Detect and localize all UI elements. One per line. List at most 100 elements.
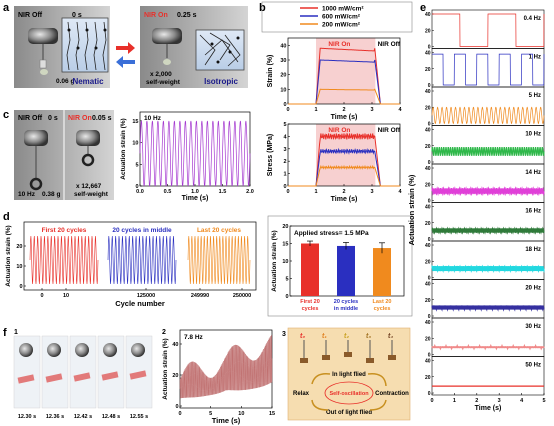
y-tick-label: 20 <box>280 73 286 79</box>
panel-a-right-mass-1: x 2,000 <box>150 71 172 78</box>
x-tick-label: 2 <box>342 107 345 113</box>
cycle-arrow-icon <box>311 399 329 411</box>
x-tick-label: 2 <box>342 189 345 195</box>
series-line <box>432 53 545 86</box>
y-tick-label: 1 <box>283 172 286 178</box>
y-tick-label: 40 <box>425 128 431 134</box>
y-tick-label: 20 <box>425 259 431 265</box>
x-tick-label: 2.0 <box>246 189 254 195</box>
panel-a-left-state: NIR Off <box>18 12 43 19</box>
group-title: 20 cycles in middle <box>112 227 172 234</box>
series-line <box>187 235 251 285</box>
nematic-schematic <box>61 17 109 73</box>
y-tick-label: 40 <box>425 243 431 249</box>
frequency-label: 20 Hz <box>525 286 541 292</box>
y-tick-label: 10 <box>280 87 286 93</box>
frequency-label: 30 Hz <box>525 324 541 330</box>
x-tick-label: 15 <box>269 411 275 417</box>
schematic-in-light: In light flied <box>332 372 366 378</box>
panel-a-right-time: 0.25 s <box>177 12 197 19</box>
isotropic-schematic <box>195 29 245 71</box>
y-tick-label: 0 <box>285 294 288 300</box>
frequency-label: 16 Hz <box>525 209 541 215</box>
y-tick-label: 0 <box>428 276 431 282</box>
y-tick-label: 0 <box>19 284 22 290</box>
y-tick-label: 5 <box>283 122 286 128</box>
frequency-label: 5 Hz <box>529 93 541 99</box>
weight-icon <box>366 358 374 363</box>
x-axis-label: Time (s) <box>212 416 241 425</box>
panel-c-chart: 0 5 10 15 0.0 0.5 1.0 1.5 2.0 Actuation strain (%… <box>120 111 254 202</box>
panel-c-right-time: 0.05 s <box>92 115 112 122</box>
cycle-loop <box>324 381 374 405</box>
series-line <box>288 164 400 187</box>
x-tick-label: 4 <box>520 398 524 404</box>
y-tick-label: 20 <box>425 375 431 381</box>
mesogen-dot <box>85 28 89 32</box>
panel-c-left-mass: 0.38 g <box>42 191 60 198</box>
mesogen-dot <box>216 60 220 64</box>
series-line <box>431 147 545 156</box>
panel-d-label: d <box>3 211 10 223</box>
bar-category-label: cycles <box>302 306 319 312</box>
y-tick-label: 5 <box>135 162 138 168</box>
ring-weight-icon <box>81 153 95 167</box>
panel-a-right-state: NIR On <box>144 12 168 19</box>
subplot-frame <box>431 86 545 126</box>
panel-b-stress-chart: 0 1 2 3 4 5 0 1 2 3 4 Stress (MPa) Time (s) NIR On NIR… <box>267 122 402 203</box>
y-tick-label: 10 <box>132 141 138 147</box>
x-tick-label: 1.0 <box>191 189 199 195</box>
y-axis-label: Strain (%) <box>267 55 274 88</box>
clamp-icon <box>103 343 117 357</box>
panel-a-left-mass: 0.06 g <box>56 78 74 85</box>
panel-f-sub1: 1 <box>14 329 18 336</box>
clamp-icon <box>152 28 182 44</box>
x-axis-label: Time (s) <box>182 195 209 202</box>
nir-off-label: NIR Off <box>378 41 401 48</box>
y-tick-label: 0 <box>428 45 431 51</box>
clamp-icon <box>131 343 145 357</box>
y-tick-label: 10 <box>16 264 22 270</box>
panel-d-bar-chart: 0 5 10 15 20 Actuation strain (%) Applied stre… <box>267 215 413 317</box>
x-axis-label: Time (s) <box>475 405 502 412</box>
series-line <box>431 344 545 351</box>
panel-b-label: b <box>259 2 266 14</box>
cycle-arrow-icon <box>367 373 387 387</box>
bar-category-label: cycles <box>374 306 391 312</box>
frame-time-label: 12.30 s <box>18 414 36 420</box>
time-step-label: t₃ <box>366 333 371 340</box>
time-step-label: t₄ <box>388 333 393 340</box>
mesogen-chain <box>209 32 231 61</box>
panel-f: f 1 12.30 s 12.36 s 12.42 s 12.48 s 12.55 s … <box>3 327 411 425</box>
mesogen-dot <box>76 46 80 50</box>
y-tick-label: 40 <box>425 205 431 211</box>
series-line <box>432 13 545 47</box>
panel-d: d 0 10 20 Actuation strain (%) Cycle number F… <box>3 211 413 317</box>
time-step-label: t₀ <box>300 333 305 340</box>
y-axis-label: Actuation strain (%) <box>271 230 278 291</box>
frequency-label: 10 Hz <box>525 132 541 138</box>
legend-label: 1000 mW/cm² <box>322 6 364 13</box>
panel-f-chart: 0 20 40 0 5 10 15 Actuation strain (%) Time (s) 7… <box>162 329 275 425</box>
mesogen-chain <box>199 34 216 66</box>
chart-title: 7.8 Hz <box>184 334 204 341</box>
y-tick-label: 20 <box>425 182 431 188</box>
x-tick-label: 10 <box>63 293 69 299</box>
y-tick-label: 0 <box>428 122 431 128</box>
y-tick-label: 20 <box>282 224 288 230</box>
series-line <box>431 264 545 273</box>
panel-e-label: e <box>420 2 426 14</box>
y-tick-label: 0 <box>135 184 138 190</box>
x-axis-label: Time (s) <box>331 114 358 121</box>
mesogen-chain <box>224 34 241 67</box>
y-axis-label: Stress (MPa) <box>267 134 274 176</box>
series-line <box>139 120 251 187</box>
y-tick-label: 10 <box>282 259 288 265</box>
y-tick-label: 20 <box>425 298 431 304</box>
x-tick-label: 1 <box>314 189 317 195</box>
y-tick-label: 0 <box>428 83 431 89</box>
x-tick-label: 0 <box>430 398 433 404</box>
